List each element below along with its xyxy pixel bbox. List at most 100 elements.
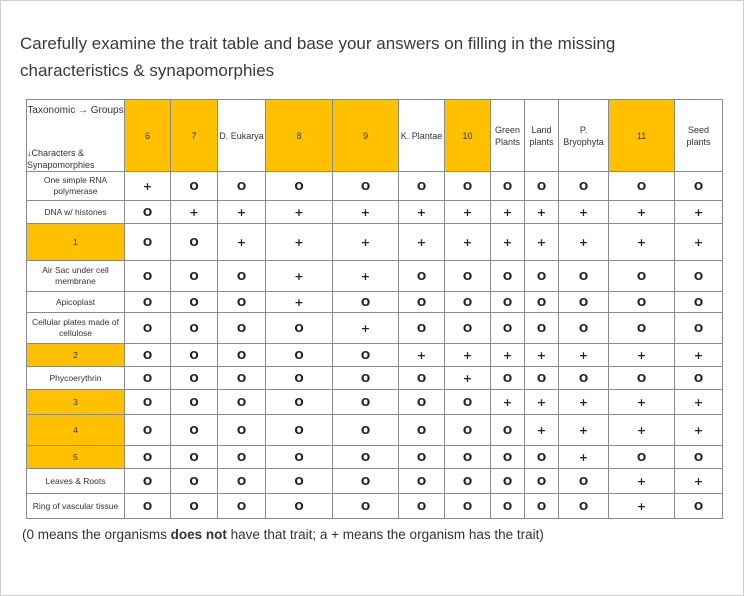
- trait-table: Taxonomic → Groups ↓Characters & Synapom…: [26, 99, 723, 519]
- trait-cell: O: [444, 389, 491, 415]
- corner-characters-label: ↓Characters & Synapomorphies: [27, 148, 95, 170]
- table-row: 5 O O O O O O O O O + O O: [26, 445, 723, 469]
- row-label: 5: [26, 445, 125, 469]
- row-label: 4: [26, 414, 125, 446]
- trait-cell: O: [170, 389, 218, 415]
- trait-cell: O: [490, 260, 525, 292]
- row-label: Cellular plates made of cellulose: [26, 312, 125, 344]
- trait-cell: +: [674, 343, 723, 367]
- trait-cell: +: [490, 200, 525, 224]
- trait-cell: +: [608, 389, 675, 415]
- note-text-2: have that trait; a + means the organism …: [226, 527, 544, 542]
- trait-cell: O: [265, 493, 333, 519]
- trait-cell: O: [398, 171, 445, 201]
- trait-cell: O: [332, 493, 399, 519]
- trait-cell: O: [444, 493, 491, 519]
- trait-cell: O: [332, 366, 399, 390]
- trait-cell: +: [674, 200, 723, 224]
- trait-cell: O: [170, 260, 218, 292]
- trait-cell: +: [332, 223, 399, 261]
- trait-cell: +: [490, 343, 525, 367]
- trait-cell: O: [265, 366, 333, 390]
- note-bold-text: does not: [170, 527, 227, 542]
- column-header: P. Bryophyta: [558, 99, 609, 172]
- trait-cell: +: [265, 200, 333, 224]
- table-row: One simple RNA polymerase + O O O O O O O O O O O: [26, 171, 723, 201]
- trait-cell: O: [265, 389, 333, 415]
- trait-cell: +: [558, 414, 609, 446]
- trait-cell: O: [217, 414, 266, 446]
- trait-cell: +: [674, 414, 723, 446]
- column-header: Green Plants: [490, 99, 525, 172]
- table-row: 1 O O + + + + + + + + + +: [26, 223, 723, 261]
- trait-cell: O: [332, 343, 399, 367]
- trait-cell: O: [170, 468, 218, 494]
- trait-cell: +: [558, 223, 609, 261]
- trait-cell: O: [124, 445, 171, 469]
- corner-taxonomic-label: Taxonomic → Groups: [27, 105, 124, 116]
- trait-cell: O: [398, 468, 445, 494]
- trait-cell: O: [265, 468, 333, 494]
- trait-cell: O: [674, 260, 723, 292]
- trait-cell: +: [674, 389, 723, 415]
- trait-cell: O: [444, 260, 491, 292]
- trait-cell: O: [170, 445, 218, 469]
- trait-cell: O: [524, 291, 559, 313]
- trait-cell: O: [332, 171, 399, 201]
- column-header: Land plants: [524, 99, 559, 172]
- trait-cell: +: [398, 223, 445, 261]
- trait-cell: +: [524, 343, 559, 367]
- column-header: 6: [124, 99, 171, 172]
- trait-cell: O: [558, 493, 609, 519]
- row-label: Phycoerythrin: [26, 366, 125, 390]
- trait-cell: +: [490, 223, 525, 261]
- trait-cell: +: [608, 343, 675, 367]
- trait-cell: O: [217, 343, 266, 367]
- table-row: 2 O O O O O + + + + + + +: [26, 343, 723, 367]
- trait-cell: O: [217, 445, 266, 469]
- trait-cell: O: [332, 468, 399, 494]
- trait-cell: +: [674, 223, 723, 261]
- trait-cell: +: [524, 223, 559, 261]
- trait-cell: +: [444, 366, 491, 390]
- trait-cell: O: [398, 445, 445, 469]
- trait-cell: +: [444, 223, 491, 261]
- trait-cell: O: [608, 171, 675, 201]
- trait-cell: +: [608, 468, 675, 494]
- trait-cell: +: [332, 260, 399, 292]
- trait-cell: O: [170, 171, 218, 201]
- trait-cell: O: [490, 445, 525, 469]
- trait-cell: O: [398, 312, 445, 344]
- trait-cell: O: [524, 366, 559, 390]
- trait-cell: O: [608, 260, 675, 292]
- trait-cell: O: [558, 312, 609, 344]
- page-title: Carefully examine the trait table and ba…: [20, 34, 616, 80]
- trait-cell: O: [265, 414, 333, 446]
- trait-cell: O: [444, 291, 491, 313]
- header-row: Taxonomic → Groups ↓Characters & Synapom…: [26, 99, 723, 172]
- trait-cell: O: [124, 291, 171, 313]
- trait-cell: O: [444, 468, 491, 494]
- trait-cell: O: [124, 389, 171, 415]
- trait-cell: O: [490, 366, 525, 390]
- column-header: 8: [265, 99, 333, 172]
- trait-cell: O: [558, 171, 609, 201]
- table-row: 4 O O O O O O O O + + + +: [26, 414, 723, 446]
- trait-cell: O: [490, 414, 525, 446]
- table-row: Apicoplast O O O + O O O O O O O O: [26, 291, 723, 313]
- trait-cell: O: [170, 312, 218, 344]
- trait-cell: O: [444, 171, 491, 201]
- trait-cell: O: [217, 291, 266, 313]
- trait-cell: +: [398, 343, 445, 367]
- trait-cell: +: [444, 343, 491, 367]
- trait-cell: +: [608, 493, 675, 519]
- row-label: 2: [26, 343, 125, 367]
- table-row: Phycoerythrin O O O O O O + O O O O O: [26, 366, 723, 390]
- trait-cell: O: [170, 414, 218, 446]
- trait-cell: O: [217, 312, 266, 344]
- trait-cell: O: [674, 445, 723, 469]
- row-label: 3: [26, 389, 125, 415]
- table-row: Air Sac under cell membrane O O O + + O O O O O O O: [26, 260, 723, 292]
- trait-cell: O: [170, 366, 218, 390]
- trait-cell: +: [170, 200, 218, 224]
